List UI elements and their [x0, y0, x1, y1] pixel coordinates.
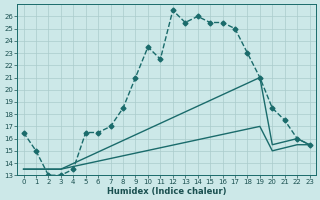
X-axis label: Humidex (Indice chaleur): Humidex (Indice chaleur): [107, 187, 226, 196]
